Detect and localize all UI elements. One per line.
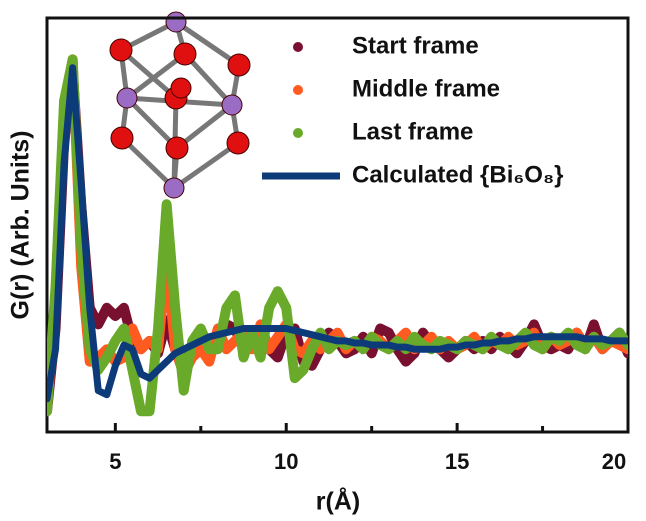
x-tick-label: 5: [109, 449, 121, 474]
legend-marker: [293, 42, 303, 52]
y-axis-label: G(r) (Arb. Units): [7, 131, 35, 320]
legend-label: Start frame: [352, 32, 479, 59]
x-axis-label: r(Å): [316, 487, 360, 516]
x-tick-label: 10: [274, 449, 298, 474]
legend-marker: [293, 85, 303, 95]
legend-label: Middle frame: [352, 75, 500, 102]
x-tick-label: 20: [602, 449, 626, 474]
legend-label: Calculated {Bi₆O₈}: [352, 161, 564, 188]
legend-label: Last frame: [352, 118, 473, 145]
chart: r(Å) G(r) (Arb. Units) 5 10 15 20 Start fram…: [0, 0, 646, 521]
legend-marker: [293, 128, 303, 138]
x-tick-label: 15: [445, 449, 469, 474]
